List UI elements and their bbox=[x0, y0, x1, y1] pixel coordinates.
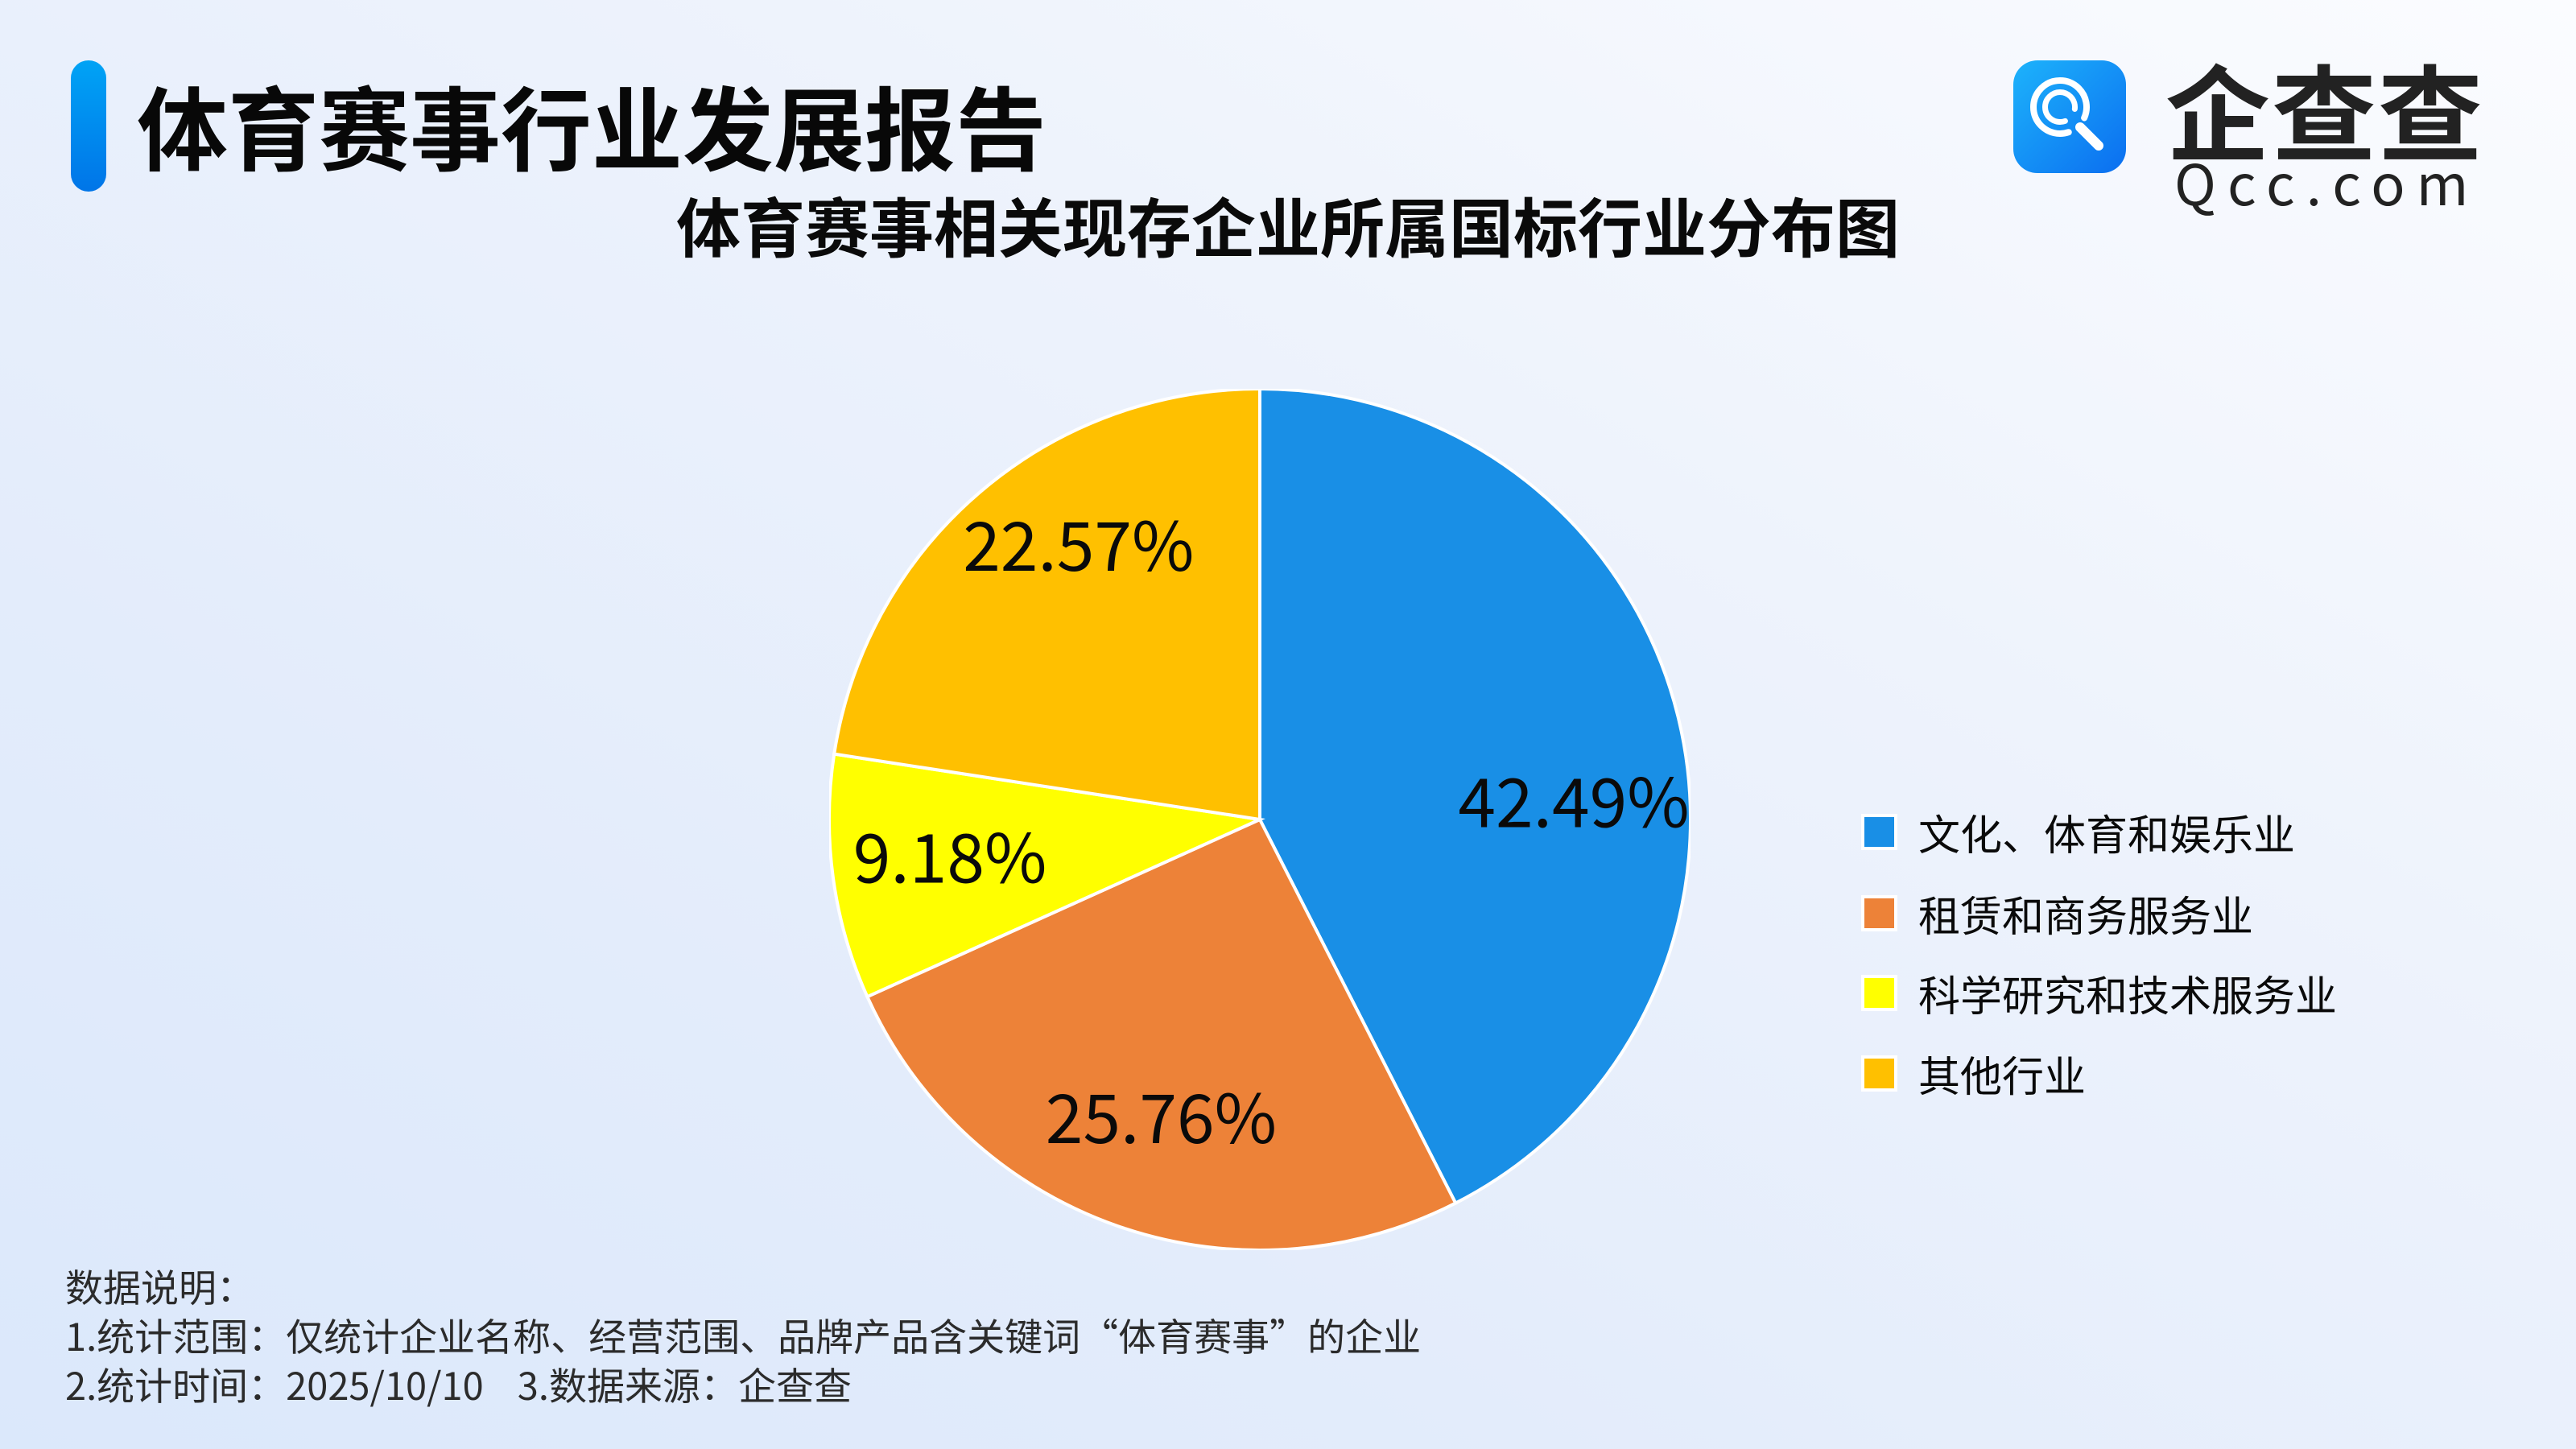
svg-text:42.49%: 42.49% bbox=[1458, 750, 1689, 848]
svg-text:22.57%: 22.57% bbox=[963, 493, 1194, 591]
svg-text:9.18%: 9.18% bbox=[853, 806, 1047, 903]
svg-text:25.76%: 25.76% bbox=[1046, 1066, 1277, 1163]
